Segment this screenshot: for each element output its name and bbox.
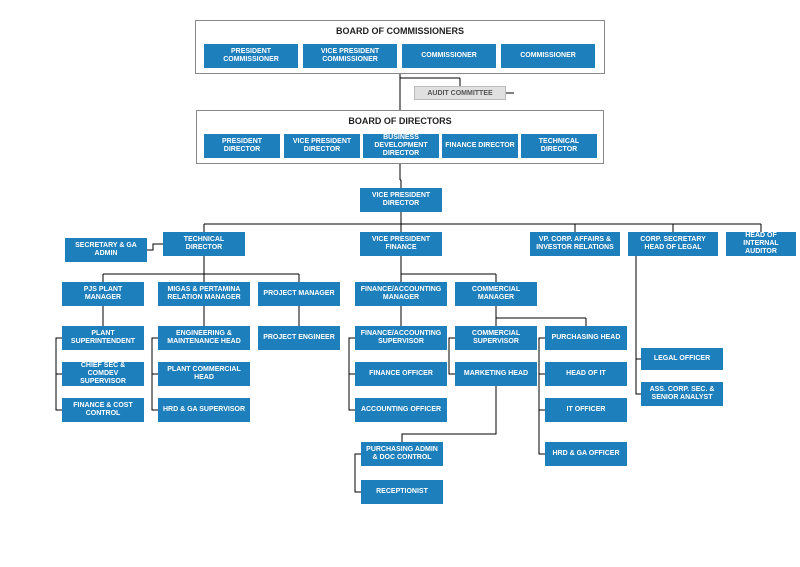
node-fas: FINANCE/ACCOUNTING SUPERVISOR	[355, 326, 447, 350]
node-pm: PROJECT MANAGER	[258, 282, 340, 306]
node-d2: VICE PRESIDENT DIRECTOR	[284, 134, 360, 158]
node-d1: PRESIDENT DIRECTOR	[204, 134, 280, 158]
node-csec: CHIEF SEC & COMDEV SUPERVISOR	[62, 362, 144, 386]
node-ito: IT OFFICER	[545, 398, 627, 422]
node-psup: PLANT SUPERINTENDENT	[62, 326, 144, 350]
node-vpd: VICE PRESIDENT DIRECTOR	[360, 188, 442, 212]
node-emh: ENGINEERING & MAINTENANCE HEAD	[158, 326, 250, 350]
node-fam: FINANCE/ACCOUNTING MANAGER	[355, 282, 447, 306]
node-hrdo: HRD & GA OFFICER	[545, 442, 627, 466]
node-pjs: PJS PLANT MANAGER	[62, 282, 144, 306]
node-hrds: HRD & GA SUPERVISOR	[158, 398, 250, 422]
node-c3: COMMISSIONER	[402, 44, 496, 68]
org-chart: BOARD OF COMMISSIONERS BOARD OF DIRECTORS…	[0, 0, 800, 567]
node-csup: COMMERCIAL SUPERVISOR	[455, 326, 537, 350]
node-cm: COMMERCIAL MANAGER	[455, 282, 537, 306]
node-tech: TECHNICAL DIRECTOR	[163, 232, 245, 256]
node-pe: PROJECT ENGINEER	[258, 326, 340, 350]
node-lo: LEGAL OFFICER	[641, 348, 723, 370]
audit-committee: AUDIT COMMITTEE	[414, 86, 506, 100]
node-ph: PURCHASING HEAD	[545, 326, 627, 350]
node-fcc: FINANCE & COST CONTROL	[62, 398, 144, 422]
panel-title-directors: BOARD OF DIRECTORS	[196, 116, 604, 126]
node-mh: MARKETING HEAD	[455, 362, 537, 386]
node-pad: PURCHASING ADMIN & DOC CONTROL	[361, 442, 443, 466]
panel-title-commissioners: BOARD OF COMMISSIONERS	[195, 26, 605, 36]
node-hia: HEAD OF INTERNAL AUDITOR	[726, 232, 796, 256]
node-pch: PLANT COMMERCIAL HEAD	[158, 362, 250, 386]
node-corpS: CORP. SECRETARY HEAD OF LEGAL	[628, 232, 718, 256]
node-d3: BUSINESS DEVELOPMENT DIRECTOR	[363, 134, 439, 158]
node-d4: FINANCE DIRECTOR	[442, 134, 518, 158]
node-fo: FINANCE OFFICER	[355, 362, 447, 386]
node-hit: HEAD OF IT	[545, 362, 627, 386]
node-c2: VICE PRESIDENT COMMISSIONER	[303, 44, 397, 68]
node-d5: TECHNICAL DIRECTOR	[521, 134, 597, 158]
node-ao: ACCOUNTING OFFICER	[355, 398, 447, 422]
node-vpf: VICE PRESIDENT FINANCE	[360, 232, 442, 256]
node-c1: PRESIDENT COMMISSIONER	[204, 44, 298, 68]
node-migas: MIGAS & PERTAMINA RELATION MANAGER	[158, 282, 250, 306]
node-c4: COMMISSIONER	[501, 44, 595, 68]
node-corpA: VP. CORP. AFFAIRS & INVESTOR RELATIONS	[530, 232, 620, 256]
node-rec: RECEPTIONIST	[361, 480, 443, 504]
node-acs: ASS. CORP. SEC. & SENIOR ANALYST	[641, 382, 723, 406]
node-sec: SECRETARY & GA ADMIN	[65, 238, 147, 262]
